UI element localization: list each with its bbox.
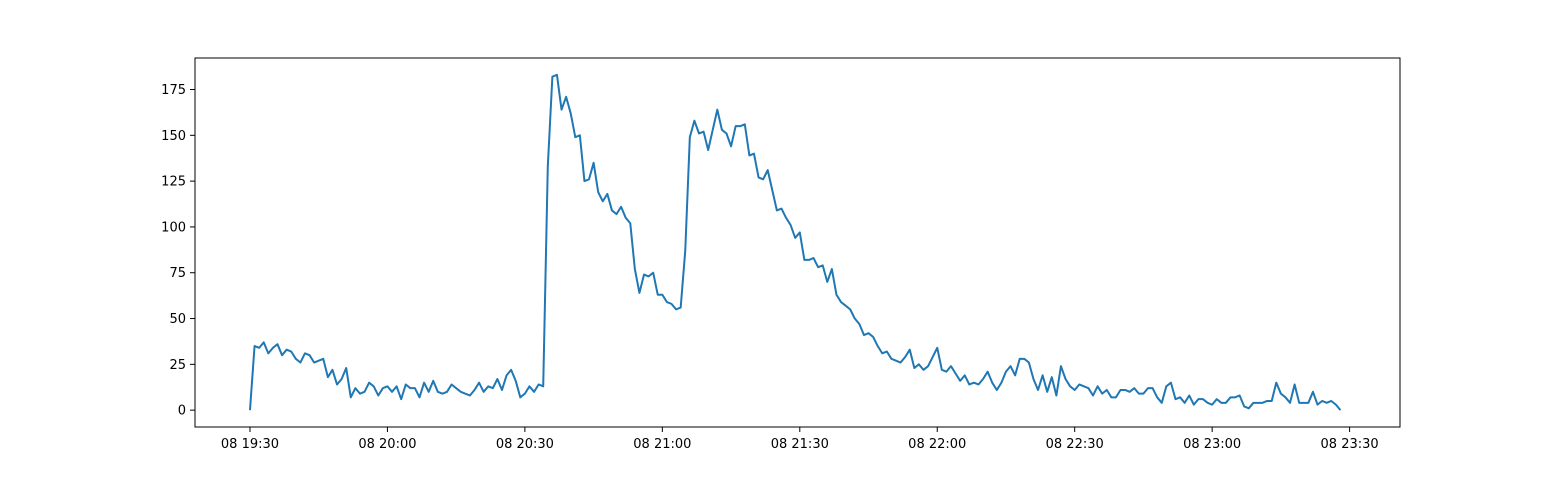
x-tick-label: 08 20:30 — [496, 437, 554, 452]
x-tick-label: 08 23:30 — [1321, 437, 1379, 452]
axes: 08 19:30 08 20:00 08 20:30 08 21:00 08 21:30… — [161, 57, 1401, 452]
axes-frame — [194, 57, 1401, 428]
y-tick-label: 125 — [161, 175, 186, 190]
x-tick-label: 08 20:00 — [358, 437, 416, 452]
y-tick-label: 25 — [169, 358, 186, 373]
plot-area — [248, 73, 1342, 411]
y-tick-label: 175 — [161, 83, 186, 98]
y-tick-label: 0 — [178, 404, 186, 419]
x-tick-label: 08 21:30 — [771, 437, 829, 452]
x-tick-label: 08 19:30 — [221, 437, 279, 452]
x-tick-label: 08 21:00 — [633, 437, 691, 452]
x-tick-label: 08 23:00 — [1183, 437, 1241, 452]
series-line — [248, 73, 1342, 411]
y-tick-label: 150 — [161, 129, 186, 144]
x-tick-label: 08 22:30 — [1046, 437, 1104, 452]
x-tick-label: 08 22:00 — [908, 437, 966, 452]
y-tick-label: 50 — [169, 312, 186, 327]
y-tick-label: 75 — [169, 266, 186, 281]
y-tick-label: 100 — [161, 220, 186, 235]
